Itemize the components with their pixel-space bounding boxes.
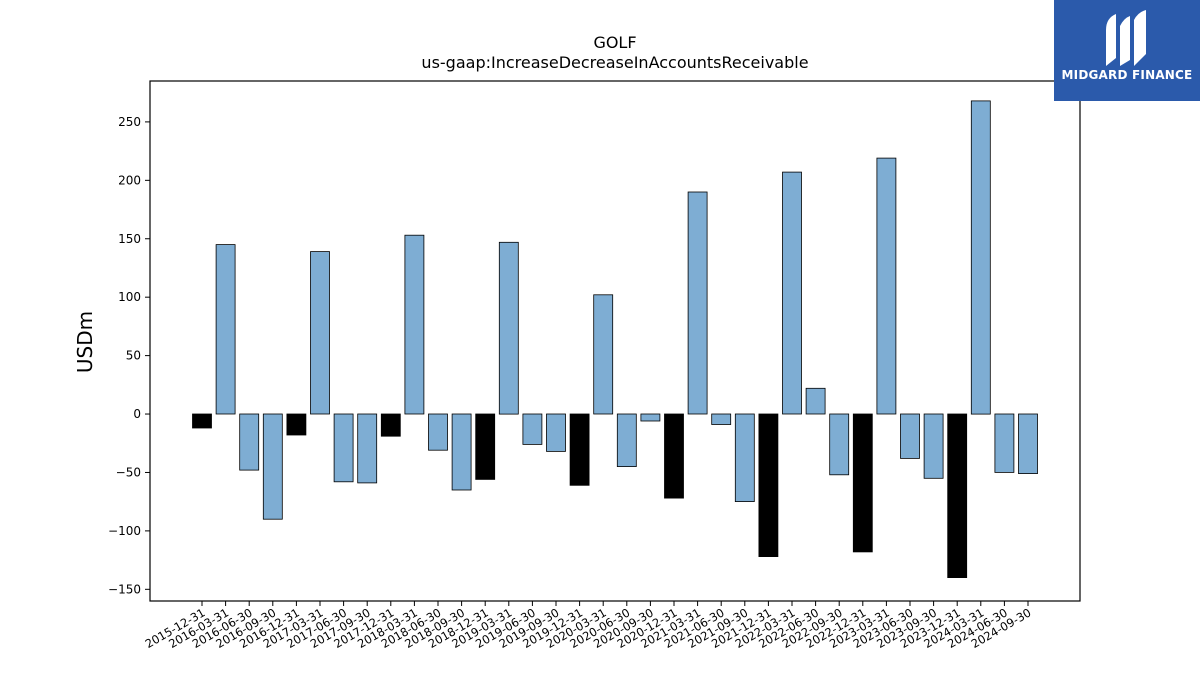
- bar-2021-06-30: [711, 413, 732, 425]
- bar-2022-12-31: [852, 413, 873, 553]
- y-tick-label: −100: [108, 524, 141, 538]
- bar-2018-03-31: [404, 234, 425, 415]
- bar-2018-06-30: [428, 413, 448, 451]
- bar-2020-03-31: [593, 294, 614, 415]
- bar-2021-09-30: [734, 413, 755, 502]
- y-tick-label: 150: [118, 232, 141, 246]
- y-tick-label: 250: [118, 115, 141, 129]
- bar-2022-06-30: [805, 387, 826, 415]
- bar-2020-09-30: [640, 413, 661, 422]
- y-tick-label: −150: [108, 582, 141, 596]
- bar-2021-12-31: [758, 413, 779, 558]
- brand-logo: MIDGARD FINANCE: [1054, 0, 1200, 101]
- y-tick-label: 200: [118, 173, 141, 187]
- bar-2024-06-30: [994, 413, 1015, 473]
- bar-2016-06-30: [239, 413, 260, 471]
- bar-2015-12-31: [192, 413, 212, 429]
- bar-2017-06-30: [333, 413, 354, 483]
- bar-2017-03-31: [310, 251, 330, 415]
- bar-2021-03-31: [687, 191, 708, 415]
- bar-2018-12-31: [475, 413, 496, 480]
- bar-2016-09-30: [262, 413, 283, 520]
- chart-subtitle: us-gaap:IncreaseDecreaseInAccountsReceiv…: [421, 53, 808, 72]
- bar-2023-12-31: [947, 413, 968, 579]
- bar-2024-09-30: [1018, 413, 1038, 474]
- y-axis-label: USDm: [73, 311, 97, 373]
- bar-2019-09-30: [546, 413, 566, 452]
- bar-2024-03-31: [970, 100, 991, 415]
- plot-frame: [149, 80, 1081, 602]
- y-tick-label: −50: [116, 465, 141, 479]
- midgard-logo-icon: [1106, 10, 1146, 66]
- bar-2019-12-31: [569, 413, 590, 486]
- bar-2019-06-30: [522, 413, 543, 445]
- y-tick-label: 50: [126, 349, 141, 363]
- bar-2016-12-31: [286, 413, 307, 436]
- logo-text: MIDGARD FINANCE: [1061, 68, 1193, 82]
- bar-2022-09-30: [829, 413, 850, 476]
- bar-2017-09-30: [357, 413, 378, 484]
- bar-2023-06-30: [900, 413, 920, 459]
- bar-2017-12-31: [380, 413, 401, 437]
- bar-2018-09-30: [451, 413, 472, 491]
- bar-2020-06-30: [616, 413, 637, 467]
- bar-2022-03-31: [782, 171, 802, 415]
- bar-2023-03-31: [876, 157, 897, 415]
- bar-2023-09-30: [923, 413, 944, 479]
- chart-title: GOLF: [593, 33, 636, 52]
- bar-2019-03-31: [498, 241, 519, 415]
- y-tick-label: 0: [133, 407, 141, 421]
- y-tick-label: 100: [118, 290, 141, 304]
- bar-2020-12-31: [664, 413, 684, 499]
- bar-2016-03-31: [215, 244, 236, 415]
